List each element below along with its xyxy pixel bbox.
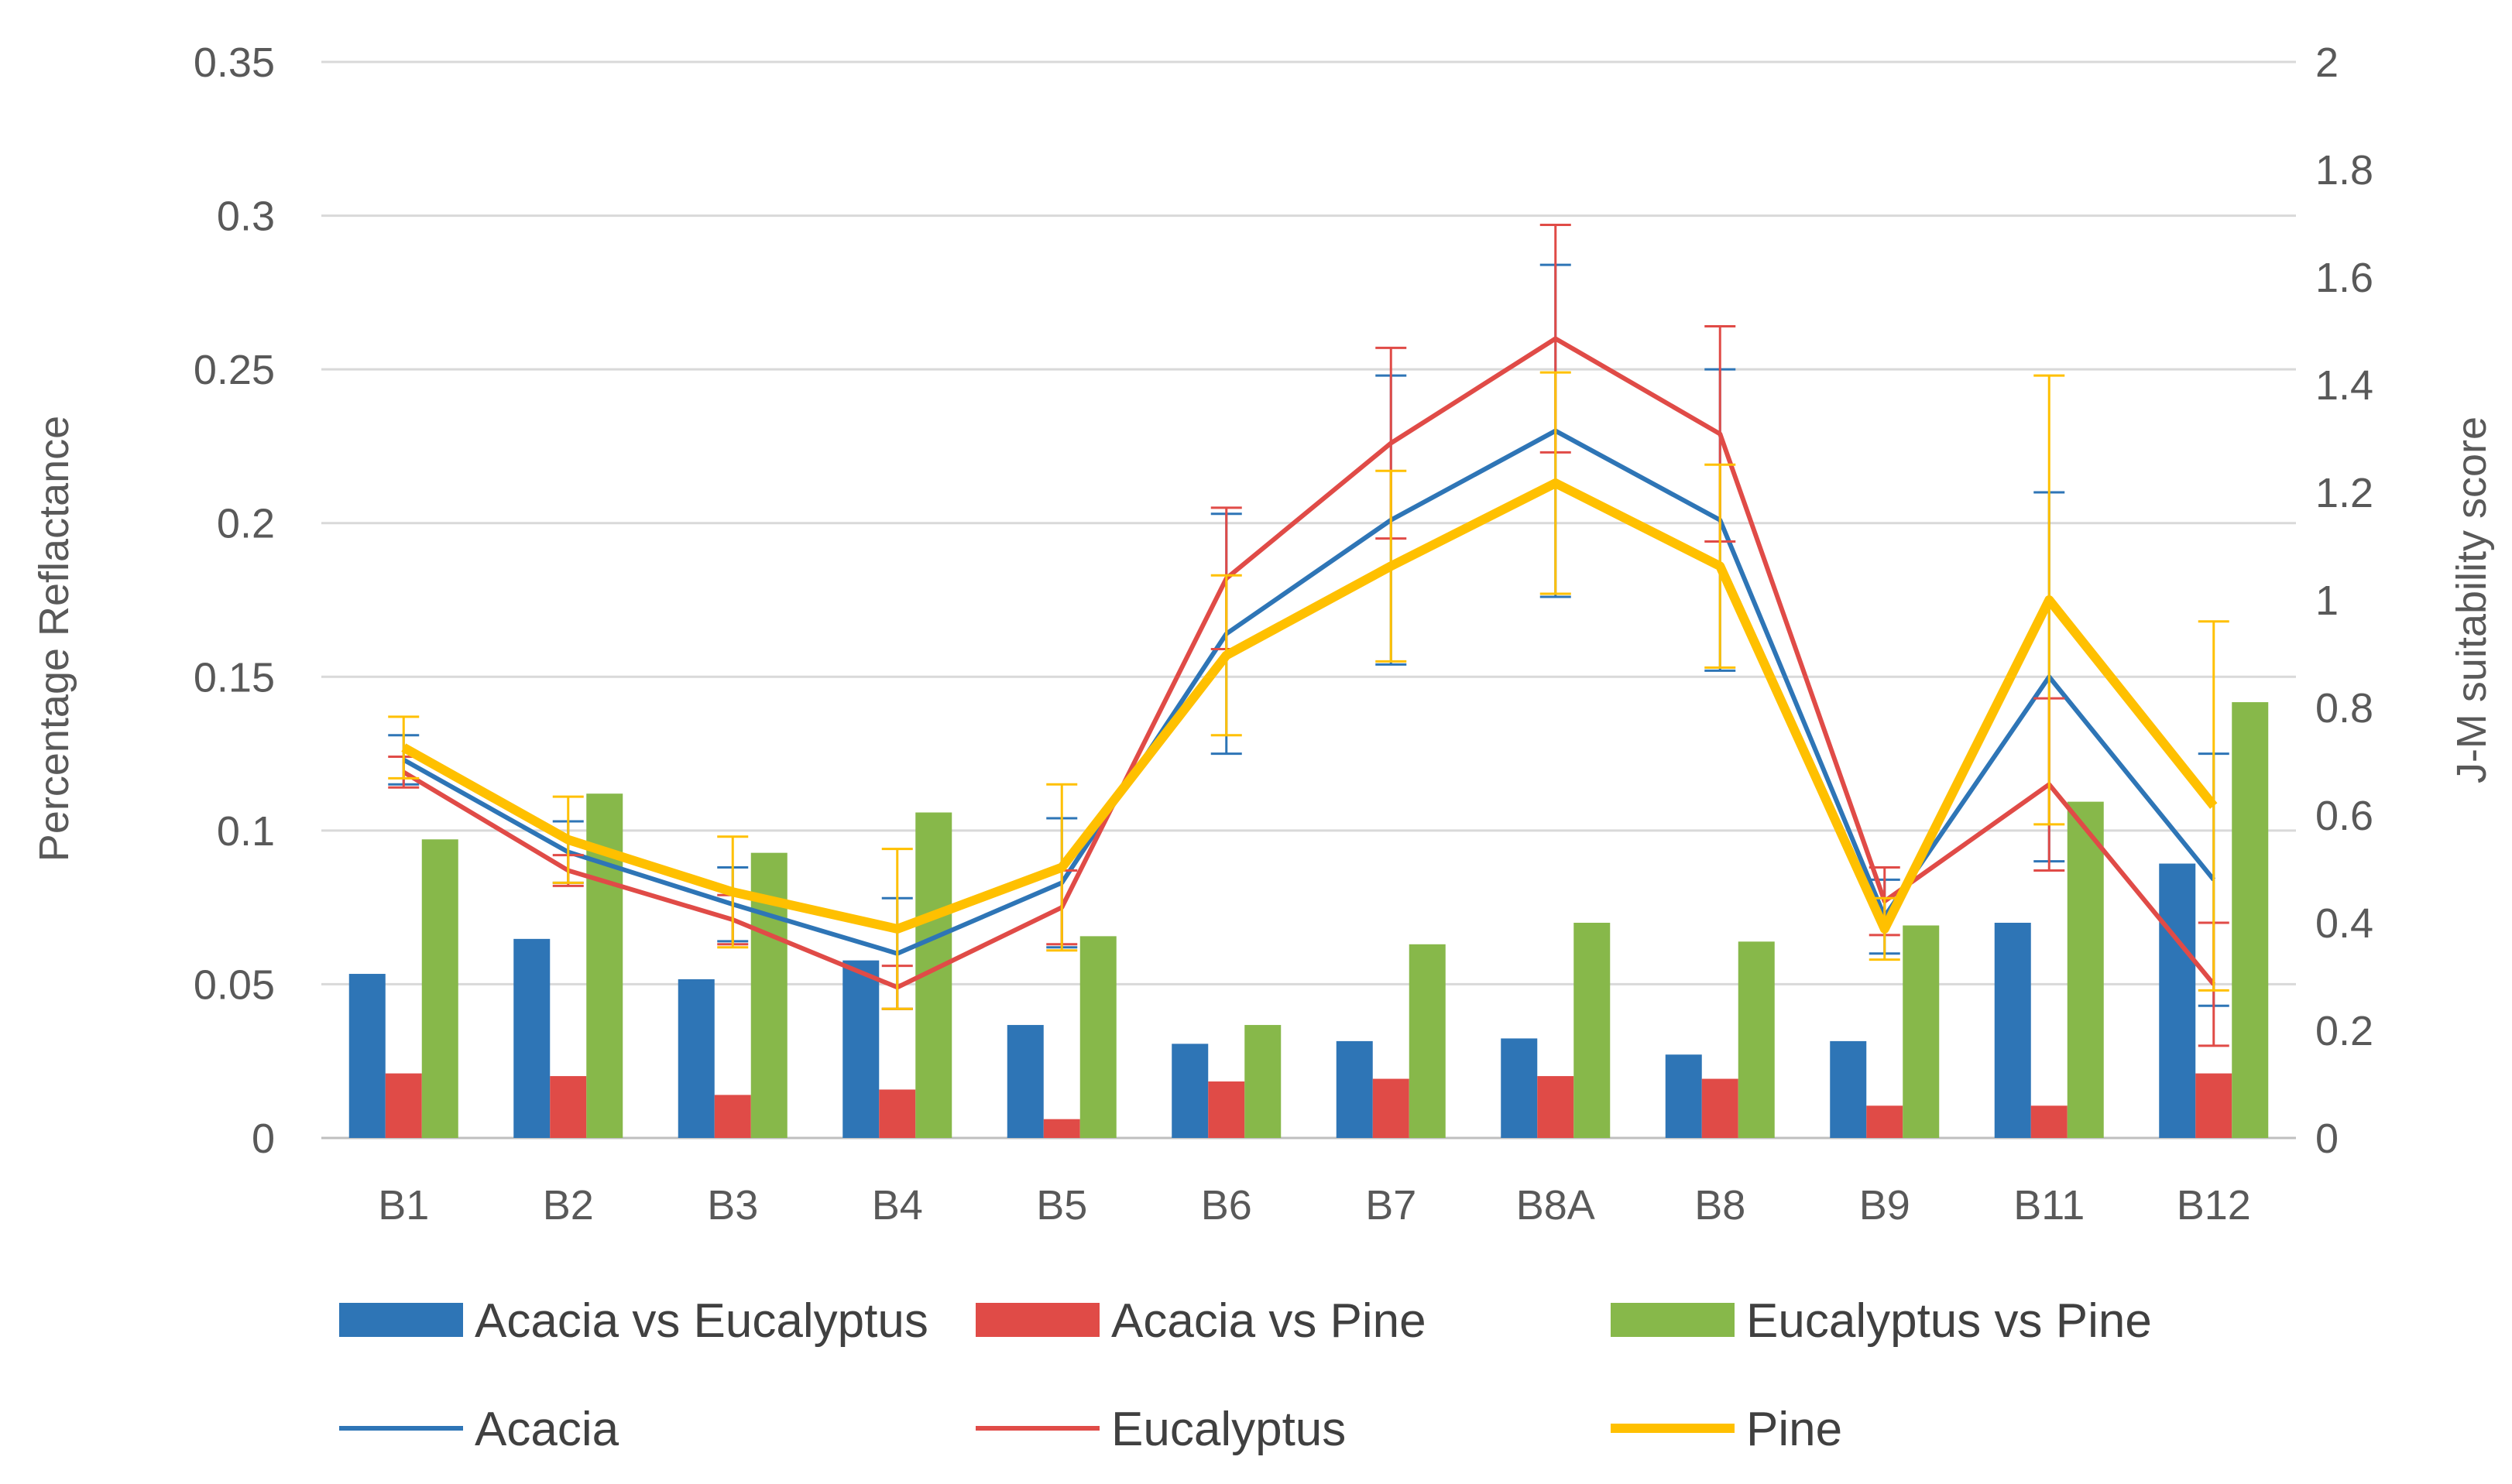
x-tick-label: B7 <box>1365 1182 1416 1229</box>
legend: Acacia vs Eucalyptus Acacia vs Pine Eucaly… <box>339 1294 2152 1456</box>
y-tick-label: 0.25 <box>194 347 275 393</box>
x-tick-label: B1 <box>378 1182 429 1229</box>
y2-tick-label: 0.8 <box>2315 685 2373 732</box>
legend-swatch <box>1611 1303 1735 1337</box>
bar-acacia-vs-eucalyptus <box>1172 1044 1209 1138</box>
bar-acacia-vs-pine <box>2195 1073 2232 1138</box>
bar-acacia-vs-eucalyptus <box>1501 1038 1538 1138</box>
series-pine <box>388 371 2229 1010</box>
bar-eucalyptus-vs-pine <box>421 839 458 1138</box>
bar-acacia-vs-pine <box>2030 1105 2068 1138</box>
x-tick-label: B4 <box>872 1182 923 1229</box>
x-tick-label: B8A <box>1516 1182 1595 1229</box>
y2-tick-label: 1.4 <box>2315 362 2373 409</box>
bar-acacia-vs-pine <box>1866 1105 1903 1138</box>
y-axis-title: Percentage Reflactance <box>31 416 77 862</box>
legend-label: Acacia vs Eucalyptus <box>475 1294 928 1348</box>
legend-label: Eucalyptus <box>1111 1403 1346 1456</box>
bar-acacia-vs-pine <box>879 1089 916 1138</box>
line-eucalyptus <box>402 336 2216 990</box>
y2-axis-title: J-M suitability score <box>2449 416 2495 783</box>
y2-tick-label: 0.2 <box>2315 1008 2373 1054</box>
legend-swatch <box>976 1303 1100 1337</box>
legend-label: Eucalyptus vs Pine <box>1746 1294 2152 1348</box>
bar-acacia-vs-pine <box>1537 1076 1574 1138</box>
ticks: 0 0.05 0.1 0.15 0.2 0.25 0.3 0.35 0 0.2 0.4 0.6 0.8 1… <box>194 39 2373 1229</box>
y2-tick-label: 1 <box>2315 577 2339 624</box>
y2-tick-label: 0 <box>2315 1116 2339 1162</box>
y-tick-label: 0.3 <box>217 194 275 240</box>
y2-tick-label: 1.2 <box>2315 470 2373 516</box>
x-tick-label: B6 <box>1201 1182 1252 1229</box>
y-tick-label: 0 <box>252 1116 275 1162</box>
y2-tick-label: 1.6 <box>2315 255 2373 301</box>
bar-acacia-vs-pine <box>1372 1078 1409 1138</box>
series-eucalyptus <box>388 223 2229 1047</box>
bar-acacia-vs-pine <box>1701 1078 1738 1138</box>
x-tick-label: B12 <box>2177 1182 2251 1229</box>
bar-acacia-vs-eucalyptus <box>1336 1040 1373 1138</box>
bar-acacia-vs-eucalyptus <box>1007 1025 1044 1138</box>
legend-item: Eucalyptus <box>976 1403 1346 1456</box>
bar-acacia-vs-eucalyptus <box>348 974 386 1138</box>
bar-acacia-vs-eucalyptus <box>2159 863 2196 1138</box>
legend-label: Pine <box>1746 1403 1842 1456</box>
x-tick-label: B3 <box>707 1182 758 1229</box>
bar-acacia-vs-eucalyptus <box>842 960 880 1138</box>
legend-swatch <box>339 1303 463 1337</box>
y-tick-label: 0.2 <box>217 501 275 547</box>
x-tick-label: B11 <box>2013 1182 2085 1229</box>
bar-eucalyptus-vs-pine <box>1079 936 1117 1138</box>
bar-eucalyptus-vs-pine <box>2232 702 2269 1138</box>
bars <box>348 702 2269 1138</box>
bar-acacia-vs-eucalyptus <box>1830 1040 1867 1138</box>
bar-acacia-vs-pine <box>1208 1081 1245 1138</box>
y2-tick-label: 0.6 <box>2315 793 2373 839</box>
bar-acacia-vs-eucalyptus <box>513 938 551 1138</box>
bar-acacia-vs-pine <box>714 1095 751 1138</box>
line-pine <box>401 478 2218 934</box>
legend-item: Acacia <box>339 1403 619 1456</box>
bar-acacia-vs-pine <box>385 1073 422 1138</box>
bar-acacia-vs-eucalyptus <box>1665 1054 1702 1138</box>
bar-acacia-vs-pine <box>1043 1119 1080 1138</box>
y2-tick-label: 1.8 <box>2315 147 2373 194</box>
bar-eucalyptus-vs-pine <box>1738 941 1775 1138</box>
gridlines <box>321 60 2296 1140</box>
y-tick-label: 0.15 <box>194 654 275 701</box>
y2-tick-label: 2 <box>2315 39 2339 86</box>
x-tick-label: B2 <box>543 1182 594 1229</box>
legend-item: Pine <box>1611 1403 1842 1456</box>
legend-label: Acacia vs Pine <box>1111 1294 1426 1348</box>
x-tick-label: B9 <box>1859 1182 1910 1229</box>
x-tick-label: B5 <box>1036 1182 1087 1229</box>
legend-item: Eucalyptus vs Pine <box>1611 1294 2152 1348</box>
bar-acacia-vs-pine <box>550 1076 587 1138</box>
bar-eucalyptus-vs-pine <box>1409 944 1446 1138</box>
legend-label: Acacia <box>475 1403 619 1456</box>
legend-item: Acacia vs Eucalyptus <box>339 1294 928 1348</box>
bar-eucalyptus-vs-pine <box>1903 925 1940 1138</box>
lines <box>388 223 2229 1047</box>
bar-eucalyptus-vs-pine <box>2067 801 2104 1138</box>
y2-tick-label: 0.4 <box>2315 900 2373 947</box>
bar-eucalyptus-vs-pine <box>1573 923 1611 1138</box>
x-tick-label: B8 <box>1694 1182 1745 1229</box>
legend-item: Acacia vs Pine <box>976 1294 1426 1348</box>
bar-eucalyptus-vs-pine <box>1244 1025 1282 1138</box>
bar-acacia-vs-eucalyptus <box>678 978 715 1138</box>
bar-acacia-vs-eucalyptus <box>1994 923 2031 1138</box>
y-tick-label: 0.1 <box>217 808 275 855</box>
y-tick-label: 0.35 <box>194 39 275 86</box>
y-tick-label: 0.05 <box>194 961 275 1008</box>
